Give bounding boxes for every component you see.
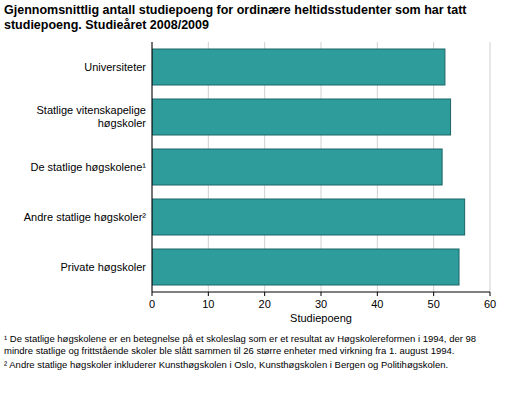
category-label: Andre statlige høgskoler²	[6, 211, 146, 224]
category-label: Statlige vitenskapelige høgskoler	[6, 104, 146, 130]
tick-label: 20	[259, 298, 271, 310]
y-axis	[152, 42, 153, 292]
tick-label: 30	[315, 298, 327, 310]
tick-mark	[208, 292, 209, 296]
tick-label: 40	[371, 298, 383, 310]
tick-mark	[377, 292, 378, 296]
grid-line	[152, 42, 153, 292]
tick-label: 50	[428, 298, 440, 310]
chart-title: Gjennomsnittlig antall studiepoeng for o…	[4, 3, 499, 33]
bar	[152, 149, 442, 185]
bars	[152, 49, 465, 285]
bar	[152, 249, 459, 285]
tick-mark	[264, 292, 265, 296]
axis-label: Studiepoeng	[290, 312, 352, 324]
footnote: ² Andre statlige høgskoler inkluderer Ku…	[4, 359, 494, 371]
bar	[152, 199, 465, 235]
category-label: Universiteter	[6, 61, 146, 74]
tick-label: 60	[484, 298, 496, 310]
tick-mark	[152, 292, 153, 296]
grid-line	[490, 42, 491, 292]
category-label: De statlige høgskolene¹	[6, 161, 146, 174]
tick-mark	[433, 292, 434, 296]
footnote: ¹ De statlige høgskolene er en betegnels…	[4, 333, 494, 356]
x-axis	[152, 292, 490, 293]
tick-mark	[490, 292, 491, 296]
tick-label: 10	[202, 298, 214, 310]
grid	[152, 42, 490, 292]
bar	[152, 49, 445, 85]
tick-mark	[321, 292, 322, 296]
category-label: Private høgskoler	[6, 261, 146, 274]
bar	[152, 99, 451, 135]
tick-label: 0	[149, 298, 155, 310]
